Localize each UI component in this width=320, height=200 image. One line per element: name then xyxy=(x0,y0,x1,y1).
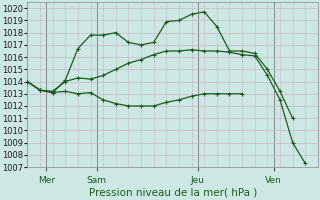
X-axis label: Pression niveau de la mer( hPa ): Pression niveau de la mer( hPa ) xyxy=(89,188,257,198)
